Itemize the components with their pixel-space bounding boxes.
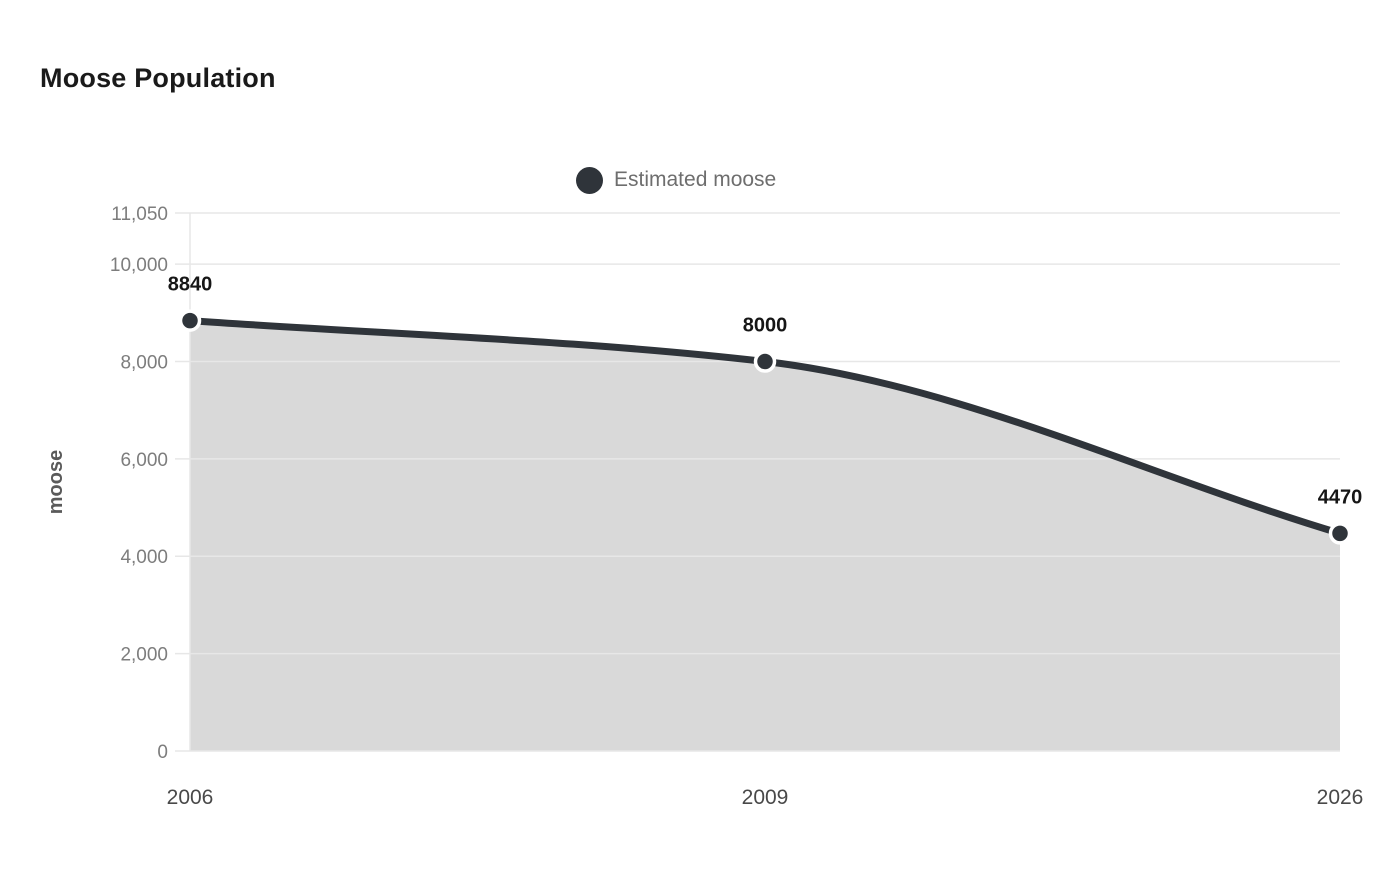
x-tick-label-2009: 2009 <box>742 786 789 809</box>
legend: Estimated moose <box>576 163 776 197</box>
area-fill <box>190 320 1340 751</box>
data-label-2006: 8840 <box>168 274 213 296</box>
y-tick-label-0: 0 <box>157 742 168 763</box>
data-label-2026: 4470 <box>1318 486 1363 508</box>
legend-marker-icon <box>576 166 603 194</box>
y-tick-label-6000: 6,000 <box>120 450 168 471</box>
chart-title: Moose Population <box>40 63 276 93</box>
y-axis-title: moose <box>45 450 67 514</box>
y-tick-label-8000: 8,000 <box>120 352 168 373</box>
y-tick-label-2000: 2,000 <box>120 645 168 666</box>
y-tick-label-4000: 4,000 <box>120 547 168 568</box>
data-point-2006[interactable] <box>178 309 202 332</box>
legend-label: Estimated moose <box>614 168 777 191</box>
data-point-2026[interactable] <box>1328 522 1352 545</box>
data-point-2009[interactable] <box>753 350 777 373</box>
y-tick-label-10000: 10,000 <box>110 255 168 276</box>
x-tick-label-2006: 2006 <box>167 786 214 809</box>
data-label-2009: 8000 <box>743 314 788 336</box>
y-tick-label-11050: 11,050 <box>111 204 168 225</box>
x-tick-label-2026: 2026 <box>1317 786 1364 809</box>
